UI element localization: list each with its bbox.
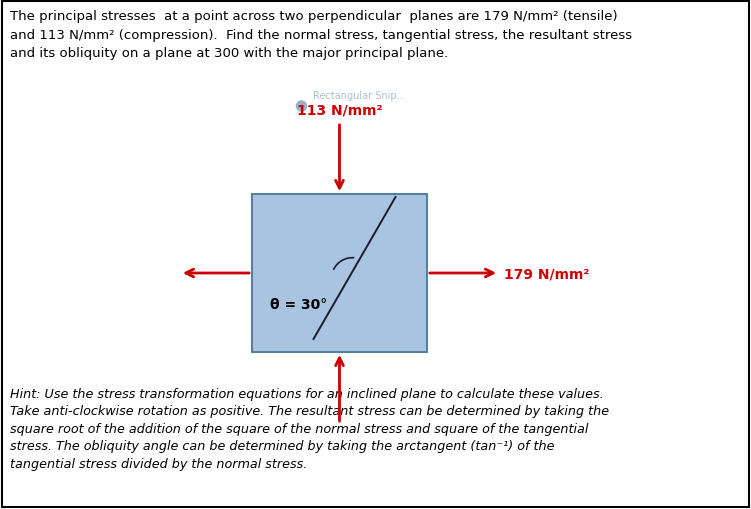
Text: square root of the addition of the square of the normal stress and square of the: square root of the addition of the squar… [10, 422, 588, 435]
Text: stress. The obliquity angle can be determined by taking the arctangent (tan⁻¹) o: stress. The obliquity angle can be deter… [10, 440, 554, 453]
Text: 113 N/mm²: 113 N/mm² [297, 103, 382, 117]
Text: Rectangular Snip...: Rectangular Snip... [313, 91, 406, 101]
Text: Take anti-clockwise rotation as positive. The resultant stress can be determined: Take anti-clockwise rotation as positive… [10, 405, 609, 418]
Text: 179 N/mm²: 179 N/mm² [504, 267, 590, 280]
Text: tangential stress divided by the normal stress.: tangential stress divided by the normal … [10, 457, 307, 470]
Text: Hint: Use the stress transformation equations for an inclined plane to calculate: Hint: Use the stress transformation equa… [10, 387, 604, 400]
Text: θ = 30°: θ = 30° [270, 297, 327, 312]
Text: The principal stresses  at a point across two perpendicular  planes are 179 N/mm: The principal stresses at a point across… [10, 10, 632, 60]
Circle shape [297, 102, 306, 112]
Bar [252, 194, 427, 352]
